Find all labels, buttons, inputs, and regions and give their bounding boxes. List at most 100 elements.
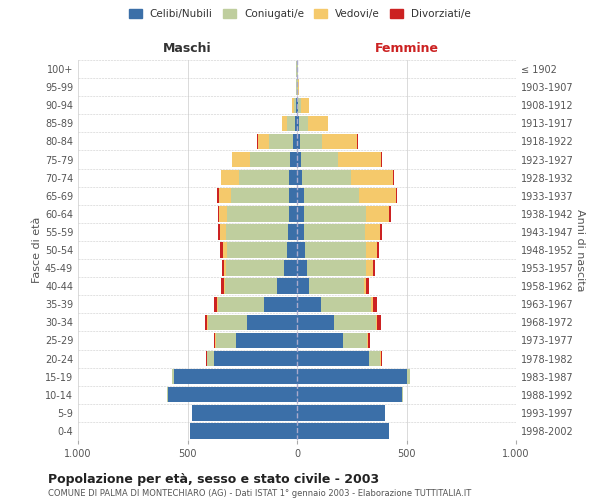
Bar [250,152,290,167]
Bar [297,170,302,186]
Bar [167,387,168,402]
Bar [297,333,343,348]
Bar [297,405,385,420]
Bar [297,369,407,384]
Y-axis label: Fasce di età: Fasce di età [32,217,42,283]
Bar [207,314,208,330]
Bar [343,333,367,348]
Bar [277,278,297,294]
Bar [338,152,382,167]
Bar [297,116,299,131]
Bar [215,333,216,348]
Bar [321,296,371,312]
Bar [297,224,304,240]
Bar [297,351,369,366]
Bar [221,170,239,186]
Bar [264,296,297,312]
Bar [307,260,366,276]
Bar [304,206,366,222]
Bar [366,206,389,222]
Bar [289,170,297,186]
Bar [218,296,264,312]
Bar [300,134,322,149]
Bar [298,80,299,95]
Bar [298,98,301,113]
Bar [299,116,308,131]
Bar [297,387,402,402]
Bar [297,424,389,438]
Bar [292,98,294,113]
Bar [302,170,350,186]
Bar [224,278,225,294]
Bar [376,314,377,330]
Bar [216,333,236,348]
Bar [368,333,370,348]
Bar [297,152,301,167]
Bar [334,314,376,330]
Bar [247,314,297,330]
Bar [297,314,334,330]
Bar [304,188,359,204]
Bar [257,134,269,149]
Bar [223,242,227,258]
Bar [301,98,309,113]
Bar [367,333,368,348]
Bar [297,206,304,222]
Bar [407,369,410,384]
Text: Maschi: Maschi [163,42,212,54]
Bar [297,188,304,204]
Bar [389,206,391,222]
Bar [297,134,300,149]
Bar [224,260,226,276]
Bar [369,351,380,366]
Bar [297,260,307,276]
Bar [289,206,297,222]
Bar [350,170,394,186]
Bar [208,314,247,330]
Bar [293,134,297,149]
Bar [219,206,227,222]
Bar [218,224,220,240]
Bar [269,134,293,149]
Bar [217,296,218,312]
Bar [371,296,373,312]
Text: Femmine: Femmine [374,42,439,54]
Bar [219,188,232,204]
Legend: Celibi/Nubili, Coniugati/e, Vedovi/e, Divorziati/e: Celibi/Nubili, Coniugati/e, Vedovi/e, Di… [125,5,475,24]
Bar [304,224,365,240]
Bar [236,333,297,348]
Bar [192,405,297,420]
Bar [168,387,297,402]
Bar [217,188,219,204]
Y-axis label: Anni di nascita: Anni di nascita [575,209,585,291]
Bar [373,296,377,312]
Bar [289,188,297,204]
Bar [380,351,381,366]
Bar [227,206,289,222]
Bar [220,242,223,258]
Bar [220,224,226,240]
Bar [226,260,284,276]
Bar [205,314,207,330]
Bar [366,278,369,294]
Bar [214,333,215,348]
Bar [305,242,366,258]
Bar [295,116,297,131]
Bar [359,188,395,204]
Bar [297,242,305,258]
Text: COMUNE DI PALMA DI MONTECHIARO (AG) - Dati ISTAT 1° gennaio 2003 - Elaborazione : COMUNE DI PALMA DI MONTECHIARO (AG) - Da… [48,489,471,498]
Bar [190,424,297,438]
Bar [239,170,289,186]
Bar [365,224,380,240]
Bar [214,296,217,312]
Bar [232,152,250,167]
Bar [296,98,297,113]
Bar [395,188,397,204]
Bar [287,116,295,131]
Bar [206,351,207,366]
Bar [218,206,219,222]
Bar [377,242,379,258]
Bar [381,351,382,366]
Bar [301,152,338,167]
Text: Popolazione per età, sesso e stato civile - 2003: Popolazione per età, sesso e stato civil… [48,472,379,486]
